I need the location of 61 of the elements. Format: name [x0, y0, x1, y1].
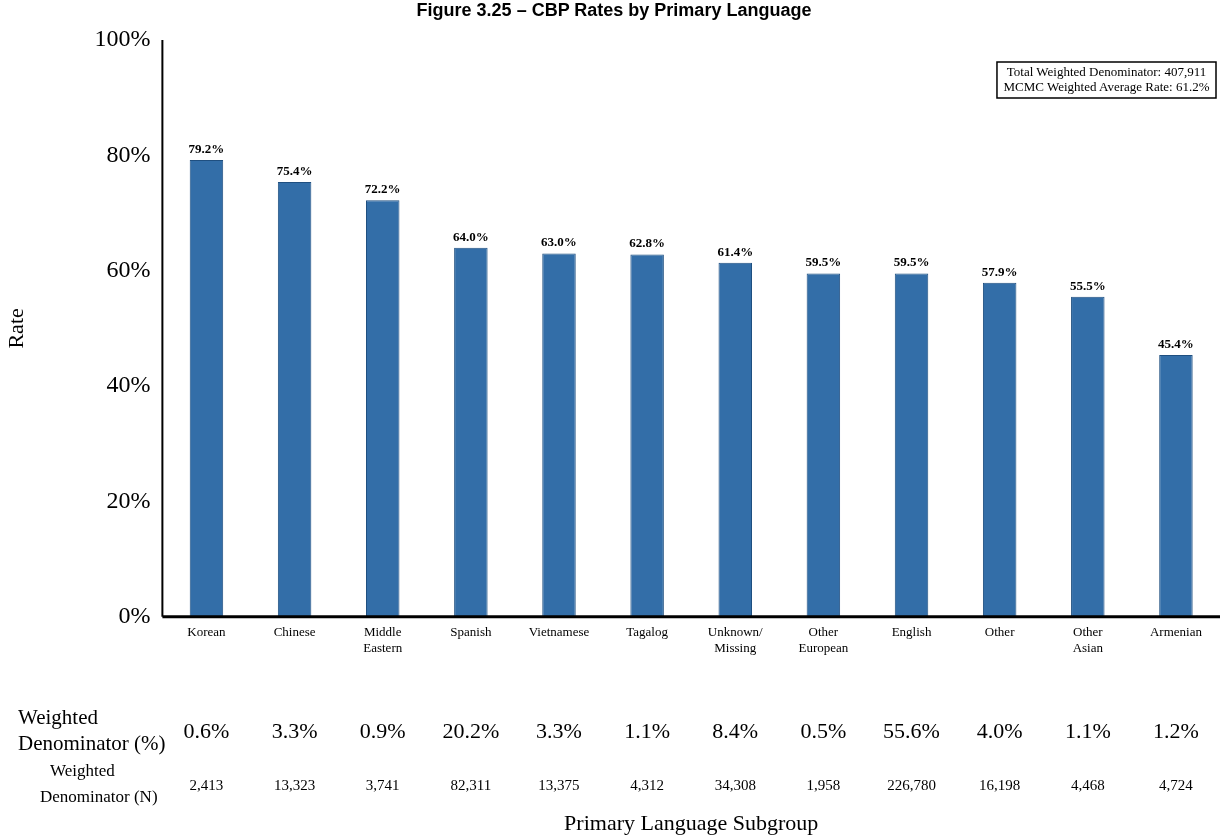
- x-tick-label: Spanish: [450, 624, 492, 640]
- text: 1.1%: [624, 717, 671, 743]
- text: 8.4%: [712, 717, 759, 743]
- text: 20.2%: [442, 717, 500, 743]
- text: Weighted Denominator (%): [18, 704, 166, 755]
- y-tick-label: 80%: [106, 140, 151, 167]
- annotation: Total Weighted Denominator: 407,911: [1006, 63, 1207, 79]
- text: 0.9%: [359, 717, 406, 743]
- x-tick-label: Chinese: [273, 624, 316, 640]
- x-tick-label: Other: [984, 624, 1016, 640]
- text: 0.6%: [183, 717, 230, 743]
- text: 2,413: [189, 776, 224, 793]
- text: 1.1%: [1064, 717, 1111, 743]
- data-label: 57.9%: [981, 263, 1018, 279]
- text: 16,198: [979, 776, 1021, 793]
- x-tick-label: Korean: [187, 624, 227, 640]
- text: 13,323: [273, 776, 316, 793]
- y-tick-label: 100%: [94, 25, 151, 52]
- data-label: 63.0%: [541, 234, 577, 250]
- y-tick-label: 60%: [106, 256, 151, 283]
- annotation: MCMC Weighted Average Rate: 61.2%: [1003, 78, 1210, 94]
- data-label: 61.4%: [717, 243, 754, 259]
- text: Weighted Denominator (N): [40, 761, 158, 807]
- y-tick-label: 0%: [118, 602, 151, 629]
- data-label: 45.4%: [1158, 335, 1194, 351]
- x-tick-label: Unknown/Missing: [707, 624, 764, 655]
- y-tick-label: 40%: [106, 371, 151, 398]
- text: 0.5%: [800, 717, 847, 743]
- y-axis-title: Rate: [2, 308, 28, 349]
- x-tick-label: Middle Eastern: [363, 624, 403, 655]
- x-tick-label: Other European: [798, 624, 849, 655]
- x-tick-label: Tagalog: [626, 624, 669, 640]
- text: 3,741: [365, 776, 400, 793]
- text: 1.2%: [1153, 717, 1199, 743]
- data-label: 72.2%: [364, 181, 401, 197]
- x-tick-label: Other Asian: [1072, 624, 1104, 655]
- x-tick-label: Armenian: [1149, 624, 1203, 640]
- data-label: 79.2%: [188, 140, 225, 156]
- data-label: 64.0%: [452, 228, 489, 244]
- text: 3.3%: [536, 717, 582, 743]
- text: 4,468: [1070, 776, 1105, 793]
- data-label: 62.8%: [629, 235, 665, 251]
- x-tick-label: Vietnamese: [528, 624, 590, 640]
- text: 226,780: [887, 776, 936, 793]
- text: 55.6%: [883, 717, 940, 743]
- text: 13,375: [538, 776, 580, 793]
- text: 82,311: [450, 776, 492, 793]
- text: Primary Language Subgroup: [564, 809, 819, 835]
- y-tick-label: 20%: [106, 486, 151, 513]
- text: 4,312: [630, 776, 664, 793]
- text: 4,724: [1159, 776, 1194, 793]
- data-label: 75.4%: [276, 162, 313, 178]
- chart-title: Figure 3.25 – CBP Rates by Primary Language: [416, 0, 812, 20]
- text: 4.0%: [976, 717, 1023, 743]
- x-tick-label: English: [891, 624, 932, 640]
- text: 1,958: [806, 776, 841, 793]
- text: 3.3%: [271, 717, 318, 743]
- text: 34,308: [714, 776, 756, 793]
- data-label: 59.5%: [893, 254, 930, 270]
- data-label: 55.5%: [1069, 277, 1106, 293]
- data-label: 59.5%: [805, 254, 842, 270]
